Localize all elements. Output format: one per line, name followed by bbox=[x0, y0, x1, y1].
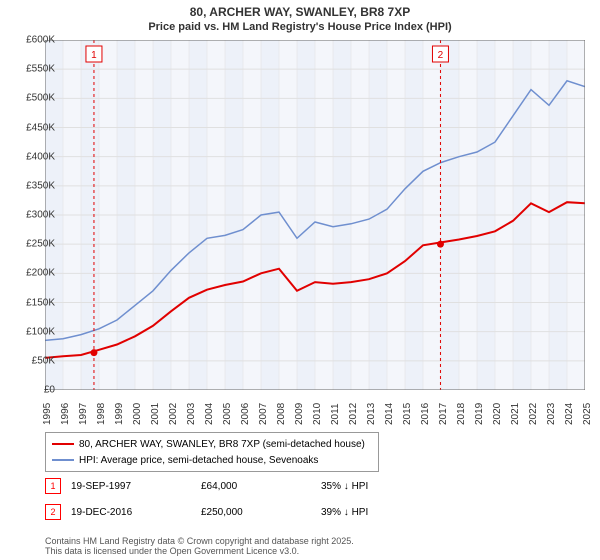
legend: 80, ARCHER WAY, SWANLEY, BR8 7XP (semi-d… bbox=[45, 432, 379, 472]
y-tick-label: £400K bbox=[15, 151, 55, 162]
y-tick-label: £500K bbox=[15, 93, 55, 104]
x-tick-label: 2014 bbox=[384, 403, 395, 425]
x-tick-label: 2004 bbox=[204, 403, 215, 425]
legend-item: 80, ARCHER WAY, SWANLEY, BR8 7XP (semi-d… bbox=[52, 436, 372, 452]
chart-svg: 12 bbox=[45, 40, 585, 390]
y-tick-label: £200K bbox=[15, 268, 55, 279]
sale-date-1: 19-SEP-1997 bbox=[71, 481, 191, 492]
x-tick-label: 2008 bbox=[276, 403, 287, 425]
x-tick-label: 2001 bbox=[150, 403, 161, 425]
sale-pct-1: 35% ↓ HPI bbox=[321, 481, 421, 492]
page-title: 80, ARCHER WAY, SWANLEY, BR8 7XP bbox=[0, 0, 600, 21]
x-tick-label: 2017 bbox=[438, 403, 449, 425]
legend-swatch bbox=[52, 443, 74, 445]
y-tick-label: £100K bbox=[15, 326, 55, 337]
x-tick-label: 2010 bbox=[312, 403, 323, 425]
x-tick-label: 2025 bbox=[582, 403, 593, 425]
x-tick-label: 2012 bbox=[348, 403, 359, 425]
x-tick-label: 2018 bbox=[456, 403, 467, 425]
x-tick-label: 2016 bbox=[420, 403, 431, 425]
y-tick-label: £150K bbox=[15, 297, 55, 308]
x-tick-label: 1997 bbox=[78, 403, 89, 425]
sale-price-1: £64,000 bbox=[201, 481, 311, 492]
sale-pct-2: 39% ↓ HPI bbox=[321, 507, 421, 518]
x-tick-label: 2003 bbox=[186, 403, 197, 425]
legend-label: HPI: Average price, semi-detached house,… bbox=[79, 455, 318, 466]
x-tick-label: 2006 bbox=[240, 403, 251, 425]
y-tick-label: £250K bbox=[15, 239, 55, 250]
sale-marker-1-icon: 1 bbox=[45, 478, 61, 494]
y-tick-label: £600K bbox=[15, 35, 55, 46]
svg-text:1: 1 bbox=[91, 50, 97, 61]
x-tick-label: 2011 bbox=[330, 403, 341, 425]
x-tick-label: 2015 bbox=[402, 403, 413, 425]
y-tick-label: £50K bbox=[15, 355, 55, 366]
x-tick-label: 1999 bbox=[114, 403, 125, 425]
y-tick-label: £350K bbox=[15, 180, 55, 191]
x-tick-label: 2022 bbox=[528, 403, 539, 425]
chart: 12 bbox=[45, 40, 585, 390]
x-tick-label: 2020 bbox=[492, 403, 503, 425]
x-tick-label: 2002 bbox=[168, 403, 179, 425]
x-tick-label: 2013 bbox=[366, 403, 377, 425]
footer: Contains HM Land Registry data © Crown c… bbox=[45, 536, 354, 556]
x-tick-label: 2005 bbox=[222, 403, 233, 425]
sale-row-2: 2 19-DEC-2016 £250,000 39% ↓ HPI bbox=[45, 504, 421, 520]
legend-swatch bbox=[52, 459, 74, 461]
y-tick-label: £0 bbox=[15, 385, 55, 396]
svg-text:2: 2 bbox=[438, 50, 444, 61]
x-tick-label: 2019 bbox=[474, 403, 485, 425]
x-tick-label: 1996 bbox=[60, 403, 71, 425]
x-tick-label: 2021 bbox=[510, 403, 521, 425]
legend-item: HPI: Average price, semi-detached house,… bbox=[52, 452, 372, 468]
y-tick-label: £450K bbox=[15, 122, 55, 133]
y-tick-label: £550K bbox=[15, 64, 55, 75]
footer-line-2: This data is licensed under the Open Gov… bbox=[45, 546, 354, 556]
x-tick-label: 2007 bbox=[258, 403, 269, 425]
sale-date-2: 19-DEC-2016 bbox=[71, 507, 191, 518]
sale-price-2: £250,000 bbox=[201, 507, 311, 518]
x-tick-label: 2024 bbox=[564, 403, 575, 425]
x-tick-label: 1998 bbox=[96, 403, 107, 425]
footer-line-1: Contains HM Land Registry data © Crown c… bbox=[45, 536, 354, 546]
x-tick-label: 1995 bbox=[42, 403, 53, 425]
sale-row-1: 1 19-SEP-1997 £64,000 35% ↓ HPI bbox=[45, 478, 421, 494]
y-tick-label: £300K bbox=[15, 210, 55, 221]
x-tick-label: 2023 bbox=[546, 403, 557, 425]
sale-marker-2-icon: 2 bbox=[45, 504, 61, 520]
page-subtitle: Price paid vs. HM Land Registry's House … bbox=[0, 21, 600, 38]
x-tick-label: 2009 bbox=[294, 403, 305, 425]
x-tick-label: 2000 bbox=[132, 403, 143, 425]
legend-label: 80, ARCHER WAY, SWANLEY, BR8 7XP (semi-d… bbox=[79, 439, 365, 450]
